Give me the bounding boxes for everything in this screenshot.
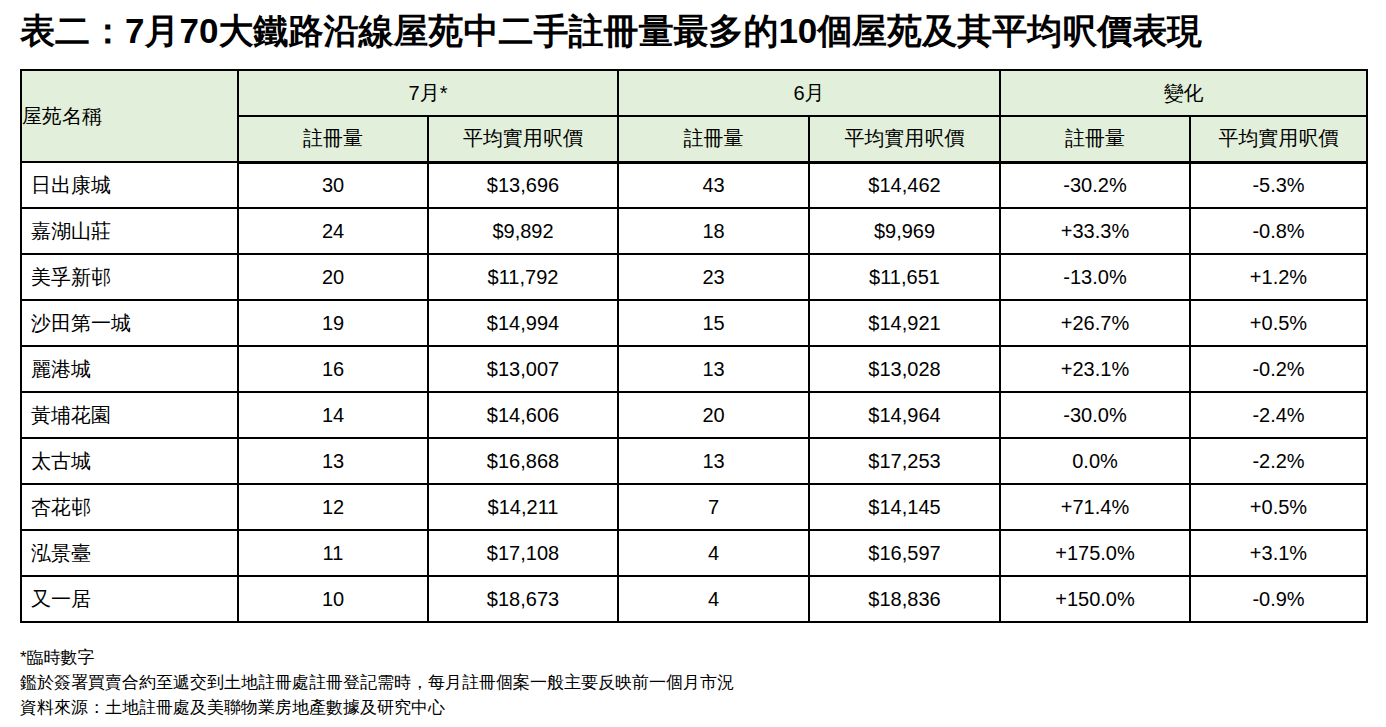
july-registrations: 12 (238, 484, 428, 530)
table-row: 沙田第一城 19 $14,994 15 $14,921 +26.7% +0.5% (21, 300, 1367, 346)
july-registrations: 13 (238, 438, 428, 484)
change-registrations: +33.3% (1000, 208, 1190, 254)
july-avg-price: $13,696 (428, 162, 618, 208)
change-registrations: -30.0% (1000, 392, 1190, 438)
change-registrations: +150.0% (1000, 576, 1190, 622)
change-avg-price: -0.9% (1190, 576, 1367, 622)
change-avg-price: -0.8% (1190, 208, 1367, 254)
estate-name: 太古城 (21, 438, 238, 484)
header-july-registrations: 註冊量 (238, 116, 428, 162)
table-header: 屋苑名稱 7月* 6月 變化 註冊量 平均實用呎價 註冊量 平均實用呎價 註冊量… (21, 70, 1367, 162)
estate-name: 黃埔花園 (21, 392, 238, 438)
june-avg-price: $11,651 (809, 254, 1000, 300)
header-june-avg-price: 平均實用呎價 (809, 116, 1000, 162)
july-registrations: 20 (238, 254, 428, 300)
estate-name: 杏花邨 (21, 484, 238, 530)
june-registrations: 13 (618, 346, 809, 392)
june-registrations: 20 (618, 392, 809, 438)
june-registrations: 4 (618, 576, 809, 622)
june-avg-price: $14,145 (809, 484, 1000, 530)
change-avg-price: -0.2% (1190, 346, 1367, 392)
estate-name: 又一居 (21, 576, 238, 622)
change-avg-price: -2.4% (1190, 392, 1367, 438)
table-row: 杏花邨 12 $14,211 7 $14,145 +71.4% +0.5% (21, 484, 1367, 530)
june-avg-price: $14,921 (809, 300, 1000, 346)
header-estate-name: 屋苑名稱 (21, 70, 238, 162)
change-registrations: +23.1% (1000, 346, 1190, 392)
header-group-june: 6月 (618, 70, 1000, 116)
june-avg-price: $16,597 (809, 530, 1000, 576)
june-registrations: 23 (618, 254, 809, 300)
july-registrations: 19 (238, 300, 428, 346)
july-avg-price: $17,108 (428, 530, 618, 576)
june-registrations: 15 (618, 300, 809, 346)
change-avg-price: +0.5% (1190, 484, 1367, 530)
estate-name: 日出康城 (21, 162, 238, 208)
table-row: 日出康城 30 $13,696 43 $14,462 -30.2% -5.3% (21, 162, 1367, 208)
change-avg-price: -2.2% (1190, 438, 1367, 484)
footnote-timing: 鑑於簽署買賣合約至遞交到土地註冊處註冊登記需時，每月註冊個案一般主要反映前一個月… (20, 670, 1366, 695)
estate-name: 嘉湖山莊 (21, 208, 238, 254)
june-registrations: 43 (618, 162, 809, 208)
header-change-avg-price: 平均實用呎價 (1190, 116, 1367, 162)
table-body: 日出康城 30 $13,696 43 $14,462 -30.2% -5.3% … (21, 162, 1367, 622)
table-row: 黃埔花園 14 $14,606 20 $14,964 -30.0% -2.4% (21, 392, 1367, 438)
june-avg-price: $17,253 (809, 438, 1000, 484)
table-row: 泓景臺 11 $17,108 4 $16,597 +175.0% +3.1% (21, 530, 1367, 576)
july-registrations: 11 (238, 530, 428, 576)
table-title: 表二：7月70大鐵路沿線屋苑中二手註冊量最多的10個屋苑及其平均呎價表現 (20, 8, 1366, 55)
header-group-change: 變化 (1000, 70, 1367, 116)
estate-name: 泓景臺 (21, 530, 238, 576)
footnote-source: 資料來源：土地註冊處及美聯物業房地產數據及研究中心 (20, 695, 1366, 720)
footnotes: *臨時數字 鑑於簽署買賣合約至遞交到土地註冊處註冊登記需時，每月註冊個案一般主要… (20, 645, 1366, 720)
july-registrations: 16 (238, 346, 428, 392)
june-registrations: 18 (618, 208, 809, 254)
change-avg-price: -5.3% (1190, 162, 1367, 208)
table-row: 美孚新邨 20 $11,792 23 $11,651 -13.0% +1.2% (21, 254, 1367, 300)
header-group-july: 7月* (238, 70, 618, 116)
change-registrations: -13.0% (1000, 254, 1190, 300)
change-registrations: -30.2% (1000, 162, 1190, 208)
change-registrations: +26.7% (1000, 300, 1190, 346)
june-registrations: 13 (618, 438, 809, 484)
change-avg-price: +1.2% (1190, 254, 1367, 300)
header-june-registrations: 註冊量 (618, 116, 809, 162)
july-avg-price: $14,994 (428, 300, 618, 346)
estates-table: 屋苑名稱 7月* 6月 變化 註冊量 平均實用呎價 註冊量 平均實用呎價 註冊量… (20, 69, 1368, 623)
estate-name: 麗港城 (21, 346, 238, 392)
estate-name: 美孚新邨 (21, 254, 238, 300)
table-row: 又一居 10 $18,673 4 $18,836 +150.0% -0.9% (21, 576, 1367, 622)
july-avg-price: $13,007 (428, 346, 618, 392)
july-avg-price: $11,792 (428, 254, 618, 300)
change-registrations: +71.4% (1000, 484, 1190, 530)
july-avg-price: $18,673 (428, 576, 618, 622)
change-registrations: 0.0% (1000, 438, 1190, 484)
june-avg-price: $18,836 (809, 576, 1000, 622)
june-avg-price: $9,969 (809, 208, 1000, 254)
change-avg-price: +3.1% (1190, 530, 1367, 576)
june-avg-price: $13,028 (809, 346, 1000, 392)
header-change-registrations: 註冊量 (1000, 116, 1190, 162)
change-avg-price: +0.5% (1190, 300, 1367, 346)
footnote-provisional: *臨時數字 (20, 645, 1366, 670)
june-registrations: 7 (618, 484, 809, 530)
july-registrations: 24 (238, 208, 428, 254)
june-avg-price: $14,462 (809, 162, 1000, 208)
july-avg-price: $14,211 (428, 484, 618, 530)
page: 表二：7月70大鐵路沿線屋苑中二手註冊量最多的10個屋苑及其平均呎價表現 屋苑名… (0, 0, 1386, 720)
table-row: 麗港城 16 $13,007 13 $13,028 +23.1% -0.2% (21, 346, 1367, 392)
july-registrations: 14 (238, 392, 428, 438)
change-registrations: +175.0% (1000, 530, 1190, 576)
june-avg-price: $14,964 (809, 392, 1000, 438)
table-row: 太古城 13 $16,868 13 $17,253 0.0% -2.2% (21, 438, 1367, 484)
header-july-avg-price: 平均實用呎價 (428, 116, 618, 162)
july-avg-price: $14,606 (428, 392, 618, 438)
july-avg-price: $16,868 (428, 438, 618, 484)
estate-name: 沙田第一城 (21, 300, 238, 346)
july-registrations: 10 (238, 576, 428, 622)
july-avg-price: $9,892 (428, 208, 618, 254)
table-row: 嘉湖山莊 24 $9,892 18 $9,969 +33.3% -0.8% (21, 208, 1367, 254)
july-registrations: 30 (238, 162, 428, 208)
june-registrations: 4 (618, 530, 809, 576)
